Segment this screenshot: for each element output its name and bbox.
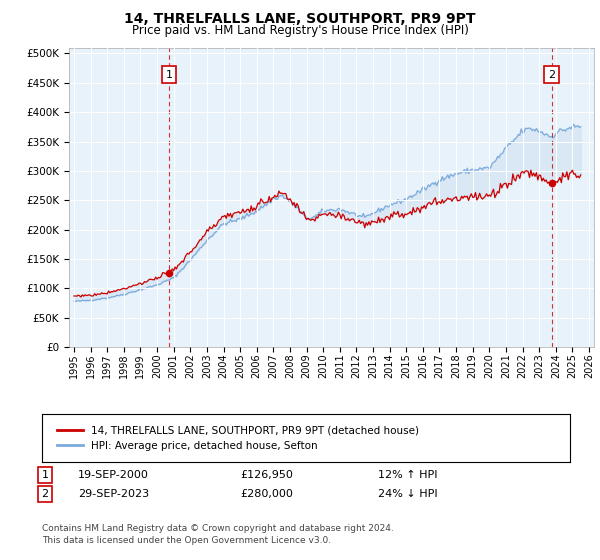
Text: Price paid vs. HM Land Registry's House Price Index (HPI): Price paid vs. HM Land Registry's House … [131, 24, 469, 36]
Legend: 14, THRELFALLS LANE, SOUTHPORT, PR9 9PT (detached house), HPI: Average price, de: 14, THRELFALLS LANE, SOUTHPORT, PR9 9PT … [52, 422, 423, 455]
Point [547, 178, 556, 187]
Point [164, 268, 174, 277]
Text: 19-SEP-2000: 19-SEP-2000 [78, 470, 149, 480]
Text: 29-SEP-2023: 29-SEP-2023 [78, 489, 149, 499]
Text: This data is licensed under the Open Government Licence v3.0.: This data is licensed under the Open Gov… [42, 536, 331, 545]
Text: 2: 2 [41, 489, 49, 499]
Text: £126,950: £126,950 [240, 470, 293, 480]
Text: 2: 2 [548, 69, 555, 80]
Text: £280,000: £280,000 [240, 489, 293, 499]
Text: 14, THRELFALLS LANE, SOUTHPORT, PR9 9PT: 14, THRELFALLS LANE, SOUTHPORT, PR9 9PT [124, 12, 476, 26]
Text: Contains HM Land Registry data © Crown copyright and database right 2024.: Contains HM Land Registry data © Crown c… [42, 524, 394, 533]
Text: 12% ↑ HPI: 12% ↑ HPI [378, 470, 437, 480]
Text: 1: 1 [41, 470, 49, 480]
Text: 24% ↓ HPI: 24% ↓ HPI [378, 489, 437, 499]
Text: 1: 1 [166, 69, 173, 80]
